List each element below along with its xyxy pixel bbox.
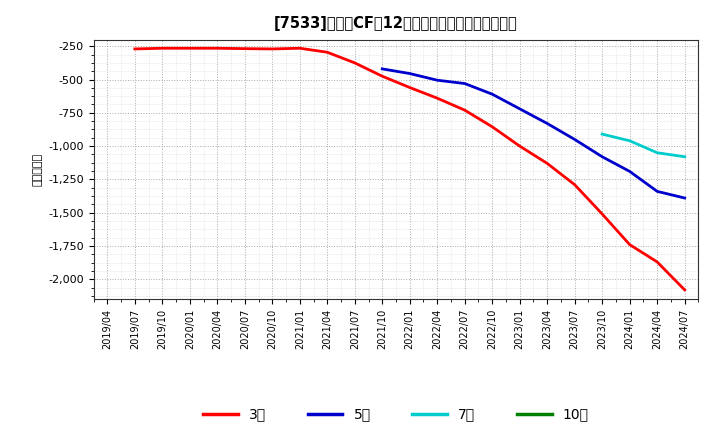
Y-axis label: （百万円）: （百万円） — [32, 153, 42, 186]
Title: [7533]　投賄CFの12か月移動合計の平均値の推移: [7533] 投賄CFの12か月移動合計の平均値の推移 — [274, 16, 518, 32]
Legend: 3年, 5年, 7年, 10年: 3年, 5年, 7年, 10年 — [197, 402, 595, 427]
